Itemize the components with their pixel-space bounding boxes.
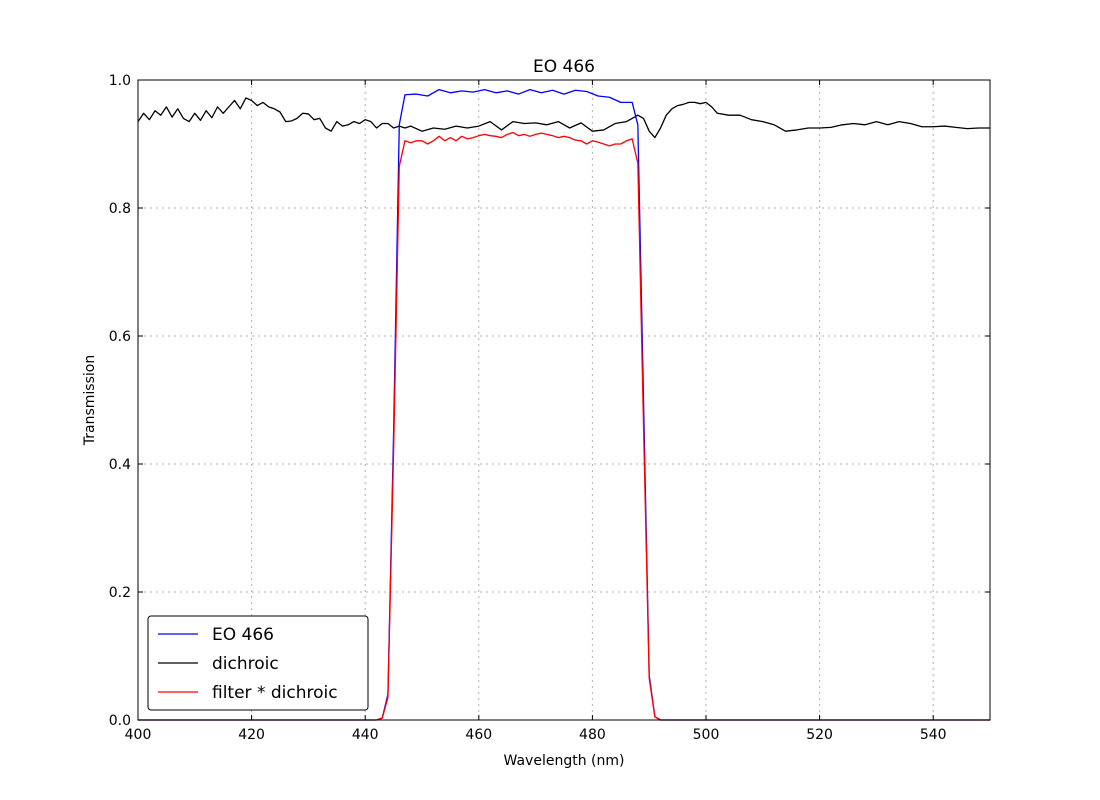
x-tick-label: 460 xyxy=(465,727,492,743)
grid-lines xyxy=(138,80,990,720)
y-tick-label: 1.0 xyxy=(109,73,131,89)
y-tick-label: 0.6 xyxy=(109,329,131,345)
x-tick-label: 440 xyxy=(352,727,379,743)
series-line-dichroic xyxy=(137,97,990,139)
x-tick-label: 400 xyxy=(125,727,152,743)
x-tick-label: 500 xyxy=(693,727,720,743)
x-tick-label: 480 xyxy=(579,727,606,743)
series-lines xyxy=(137,88,990,721)
legend-label-dichroic: dichroic xyxy=(212,654,279,674)
x-axis-label: Wavelength (nm) xyxy=(504,753,625,769)
legend: EO 466 dichroic filter * dichroic xyxy=(147,615,369,711)
series-line-filter-dichroic xyxy=(138,131,990,721)
legend-label-filter-dichroic: filter * dichroic xyxy=(212,683,338,703)
series-line-eo-466 xyxy=(138,88,990,721)
chart-title: EO 466 xyxy=(533,57,595,77)
plot-frame xyxy=(137,79,991,721)
legend-box xyxy=(147,615,369,711)
y-tick-label: 0.8 xyxy=(109,201,131,217)
y-tick-label: 0.2 xyxy=(109,585,131,601)
x-tick-label: 540 xyxy=(920,727,947,743)
y-tick-label: 0.0 xyxy=(109,713,131,729)
y-axis-label: Transmission xyxy=(82,355,98,446)
axis-ticks: 400 420 440 460 480 500 520 540 0.0 0.2 0.4 0.6 0.8 1… xyxy=(109,73,990,743)
x-tick-label: 420 xyxy=(238,727,265,743)
x-tick-label: 520 xyxy=(806,727,833,743)
legend-label-eo-466: EO 466 xyxy=(212,625,274,645)
y-tick-label: 0.4 xyxy=(109,457,131,473)
